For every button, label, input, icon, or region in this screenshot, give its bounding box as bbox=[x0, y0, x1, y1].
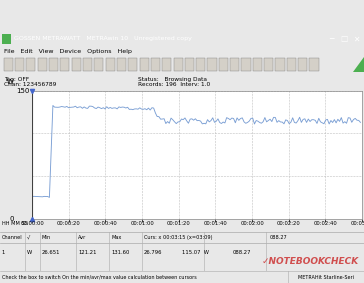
Text: File   Edit   View   Device   Options   Help: File Edit View Device Options Help bbox=[4, 49, 131, 54]
Text: 00:02:00: 00:02:00 bbox=[240, 221, 264, 226]
Text: 0: 0 bbox=[9, 216, 14, 222]
Bar bbox=[185, 58, 194, 70]
Bar bbox=[4, 58, 13, 70]
Bar bbox=[174, 58, 183, 70]
Text: 00:00:40: 00:00:40 bbox=[94, 221, 117, 226]
Text: 131.60: 131.60 bbox=[111, 250, 129, 255]
Bar bbox=[287, 58, 296, 70]
Text: □: □ bbox=[341, 34, 348, 43]
Text: √: √ bbox=[27, 235, 31, 240]
Bar bbox=[162, 58, 171, 70]
Text: Records: 196  Interv: 1.0: Records: 196 Interv: 1.0 bbox=[138, 82, 210, 87]
Bar bbox=[106, 58, 115, 70]
Text: Max: Max bbox=[111, 235, 122, 240]
Bar bbox=[37, 58, 47, 70]
Bar bbox=[2, 34, 11, 44]
Text: Channel: Channel bbox=[2, 235, 23, 240]
Bar bbox=[298, 58, 307, 70]
Text: 00:02:40: 00:02:40 bbox=[314, 221, 337, 226]
Bar bbox=[139, 58, 149, 70]
Text: ✕: ✕ bbox=[353, 34, 359, 43]
Text: 26.796: 26.796 bbox=[144, 250, 162, 255]
Bar bbox=[83, 58, 92, 70]
Bar bbox=[26, 58, 35, 70]
Text: 1: 1 bbox=[2, 250, 5, 255]
Text: 00:01:00: 00:01:00 bbox=[130, 221, 154, 226]
Text: Curs: x 00:03:15 (x=03:09): Curs: x 00:03:15 (x=03:09) bbox=[144, 235, 212, 240]
Bar bbox=[241, 58, 250, 70]
Text: Check the box to switch On the min/avr/max value calculation between cursors: Check the box to switch On the min/avr/m… bbox=[2, 275, 197, 280]
Text: METRAHit Starline-Seri: METRAHit Starline-Seri bbox=[298, 275, 355, 280]
Bar bbox=[60, 58, 70, 70]
Bar bbox=[15, 58, 24, 70]
Bar bbox=[276, 58, 285, 70]
Text: Status:   Browsing Data: Status: Browsing Data bbox=[138, 77, 207, 82]
Text: ✓NOTEBOOKCHECK: ✓NOTEBOOKCHECK bbox=[262, 257, 359, 266]
Text: GOSSEN METRAWATT   METRAwin 10   Unregistered copy: GOSSEN METRAWATT METRAwin 10 Unregistere… bbox=[14, 36, 192, 41]
Text: 00:01:40: 00:01:40 bbox=[203, 221, 228, 226]
Text: 121.21: 121.21 bbox=[78, 250, 97, 255]
Text: 115.07  W: 115.07 W bbox=[182, 250, 209, 255]
Text: 00:00:00: 00:00:00 bbox=[20, 221, 44, 226]
Bar bbox=[309, 58, 318, 70]
Text: 00:03:00: 00:03:00 bbox=[351, 221, 364, 226]
Polygon shape bbox=[353, 57, 364, 72]
Bar bbox=[207, 58, 217, 70]
Bar bbox=[253, 58, 262, 70]
Text: 088.27: 088.27 bbox=[269, 235, 287, 240]
Text: Avr: Avr bbox=[78, 235, 87, 240]
Bar bbox=[128, 58, 137, 70]
Bar bbox=[117, 58, 126, 70]
Bar bbox=[72, 58, 81, 70]
Bar bbox=[94, 58, 103, 70]
Bar bbox=[264, 58, 273, 70]
Text: Chan: 123456789: Chan: 123456789 bbox=[4, 82, 56, 87]
Text: 00:00:20: 00:00:20 bbox=[57, 221, 80, 226]
Bar bbox=[151, 58, 160, 70]
Text: W: W bbox=[27, 250, 32, 255]
Bar bbox=[196, 58, 205, 70]
Text: Min: Min bbox=[42, 235, 51, 240]
Bar bbox=[49, 58, 58, 70]
Bar bbox=[230, 58, 239, 70]
Text: 00:02:20: 00:02:20 bbox=[277, 221, 301, 226]
Text: 26.651: 26.651 bbox=[42, 250, 60, 255]
Text: HH MM SS: HH MM SS bbox=[2, 221, 28, 226]
Bar bbox=[219, 58, 228, 70]
Text: Tag: OFF: Tag: OFF bbox=[4, 77, 29, 82]
Text: 00:01:20: 00:01:20 bbox=[167, 221, 191, 226]
Text: W: W bbox=[7, 80, 14, 85]
Text: −: − bbox=[328, 34, 335, 43]
Text: 088.27: 088.27 bbox=[233, 250, 252, 255]
